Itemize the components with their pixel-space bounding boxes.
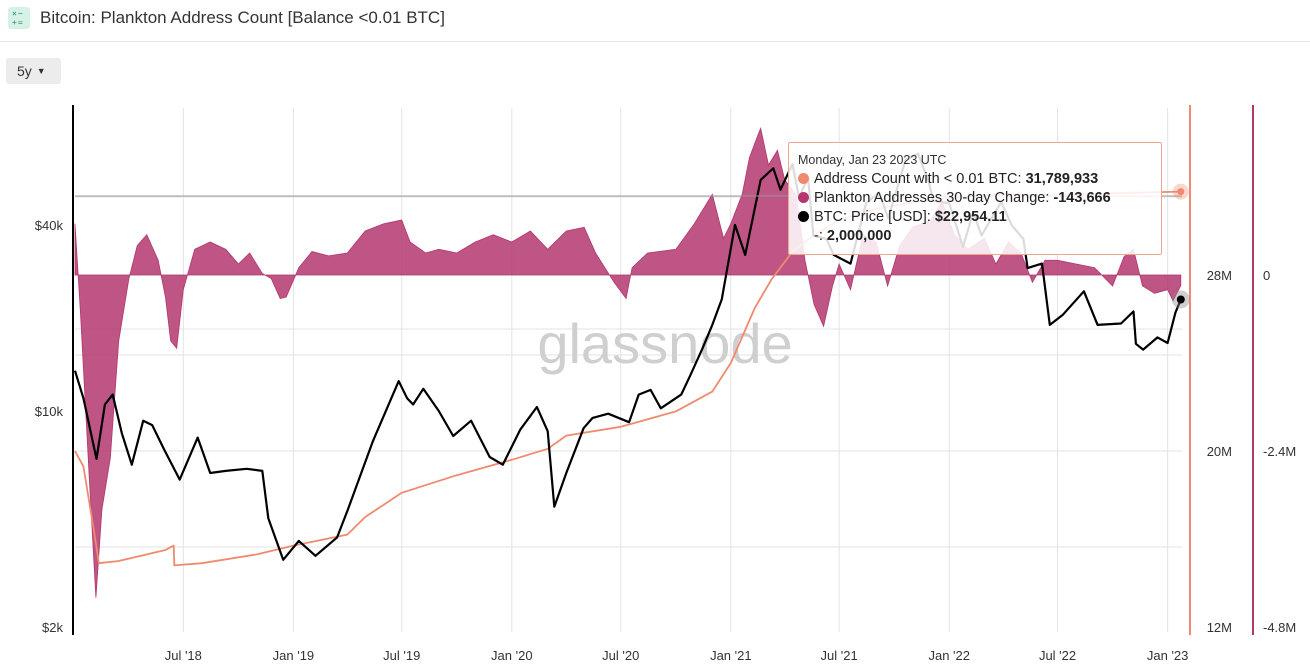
price-tick-label: $2k — [42, 620, 63, 635]
axes: Jul '18 Jan '19 Jul '19 Jan '20 Jul '20 Jan '… — [35, 105, 1296, 663]
price-tick-label: $10k — [35, 404, 64, 419]
price-marker-dot — [1176, 295, 1185, 304]
x-tick-label: Jul '22 — [1039, 648, 1076, 663]
tooltip-row: BTC: Price [USD]: $22,954.11 — [798, 208, 1151, 227]
header-bar: ×− += Bitcoin: Plankton Address Count [B… — [0, 0, 1310, 42]
tooltip-value: 2,000,000 — [826, 228, 892, 244]
address-count-marker-dot — [1177, 188, 1185, 196]
timerange-dropdown[interactable]: 5y ▼ — [6, 58, 61, 84]
metric-icon[interactable]: ×− += — [8, 7, 30, 29]
tooltip-row: Plankton Addresses 30-day Change: -143,6… — [798, 189, 1151, 208]
tooltip-value: -143,666 — [1053, 190, 1111, 206]
x-tick-label: Jan '22 — [928, 648, 970, 663]
tooltip-row: Address Count with < 0.01 BTC: 31,789,93… — [798, 170, 1151, 189]
change-tick-label: -4.8M — [1263, 620, 1296, 635]
grid-lines — [75, 108, 1182, 632]
x-tick-label: Jan '21 — [710, 648, 752, 663]
tooltip-row: -: 2,000,000 — [798, 227, 1151, 246]
count-tick-label: 20M — [1207, 444, 1232, 459]
tooltip-label: Plankton Addresses 30-day Change: — [814, 190, 1054, 206]
tooltip-value: 31,789,933 — [1025, 171, 1099, 187]
x-tick-label: Jul '21 — [821, 648, 858, 663]
legend-dot-icon — [798, 211, 809, 222]
price-tick-label: $40k — [35, 218, 64, 233]
timerange-label: 5y — [17, 63, 32, 79]
tooltip-date: Monday, Jan 23 2023 UTC — [798, 153, 947, 167]
tooltip-label: -: — [814, 228, 827, 244]
x-tick-label: Jul '19 — [383, 648, 420, 663]
change-tick-label: 0 — [1263, 268, 1270, 283]
metric-icon-glyph: ×− += — [12, 9, 24, 27]
tooltip-label: Address Count with < 0.01 BTC: — [814, 171, 1026, 187]
change-tick-label: -2.4M — [1263, 444, 1296, 459]
legend-dot-icon — [798, 192, 809, 203]
x-tick-label: Jan '20 — [491, 648, 533, 663]
watermark: glassnode — [537, 312, 792, 375]
tooltip-value: $22,954.11 — [934, 209, 1007, 225]
legend-dot-icon — [798, 173, 809, 184]
x-tick-label: Jan '23 — [1147, 648, 1189, 663]
tooltip-label: BTC: Price [USD]: — [814, 209, 935, 225]
count-tick-label: 28M — [1207, 268, 1232, 283]
x-tick-label: Jan '19 — [273, 648, 315, 663]
count-tick-label: 12M — [1207, 620, 1232, 635]
chart-tooltip: Monday, Jan 23 2023 UTC Address Count wi… — [788, 142, 1162, 255]
x-tick-label: Jul '20 — [602, 648, 639, 663]
x-tick-label: Jul '18 — [165, 648, 202, 663]
chevron-down-icon: ▼ — [36, 66, 46, 76]
page-title: Bitcoin: Plankton Address Count [Balance… — [40, 8, 445, 27]
